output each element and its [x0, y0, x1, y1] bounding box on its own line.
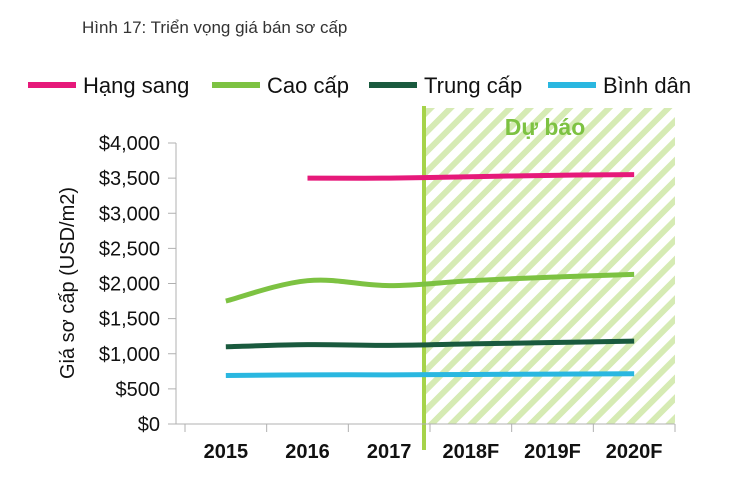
legend-label-cao-cap: Cao cấp	[267, 73, 349, 98]
y-tick-label: $3,500	[99, 168, 160, 190]
series-lines	[225, 172, 635, 379]
legend: Hạng sang Cao cấp Trung cấp Bình dân	[28, 73, 691, 98]
y-tick-label: $500	[116, 379, 161, 401]
x-tick-label: 2018F	[442, 441, 499, 463]
x-tick-label: 2017	[367, 441, 412, 463]
x-tick-label: 2015	[204, 441, 249, 463]
figure-title: Hình 17: Triển vọng giá bán sơ cấp	[82, 18, 348, 37]
y-tick-label: $2,500	[99, 238, 160, 260]
series-line-binh-dan	[225, 371, 635, 379]
y-tick-label: $0	[138, 414, 160, 436]
axes: $0 $500 $1,000 $1,500 $2,000 $2,500 $3,000 $3,5…	[99, 133, 676, 463]
series-line-trung-cap	[225, 338, 635, 350]
x-tick-label: 2019F	[524, 441, 581, 463]
legend-label-trung-cap: Trung cấp	[424, 73, 522, 98]
legend-label-binh-dan: Bình dân	[603, 73, 691, 98]
series-line-cao-cap	[225, 271, 635, 304]
series-line-hang-sang	[307, 172, 635, 181]
legend-label-hang-sang: Hạng sang	[83, 73, 189, 98]
y-tick-label: $1,500	[99, 309, 160, 331]
x-tick-label: 2020F	[606, 441, 663, 463]
y-axis-title: Giá sơ cấp (USD/m2)	[57, 187, 79, 379]
y-tick-label: $2,000	[99, 274, 160, 296]
x-tick-label: 2016	[285, 441, 330, 463]
y-tick-label: $3,000	[99, 203, 160, 225]
y-tick-label: $1,000	[99, 344, 160, 366]
forecast-label: Dự báo	[505, 114, 586, 140]
y-tick-label: $4,000	[99, 133, 160, 155]
